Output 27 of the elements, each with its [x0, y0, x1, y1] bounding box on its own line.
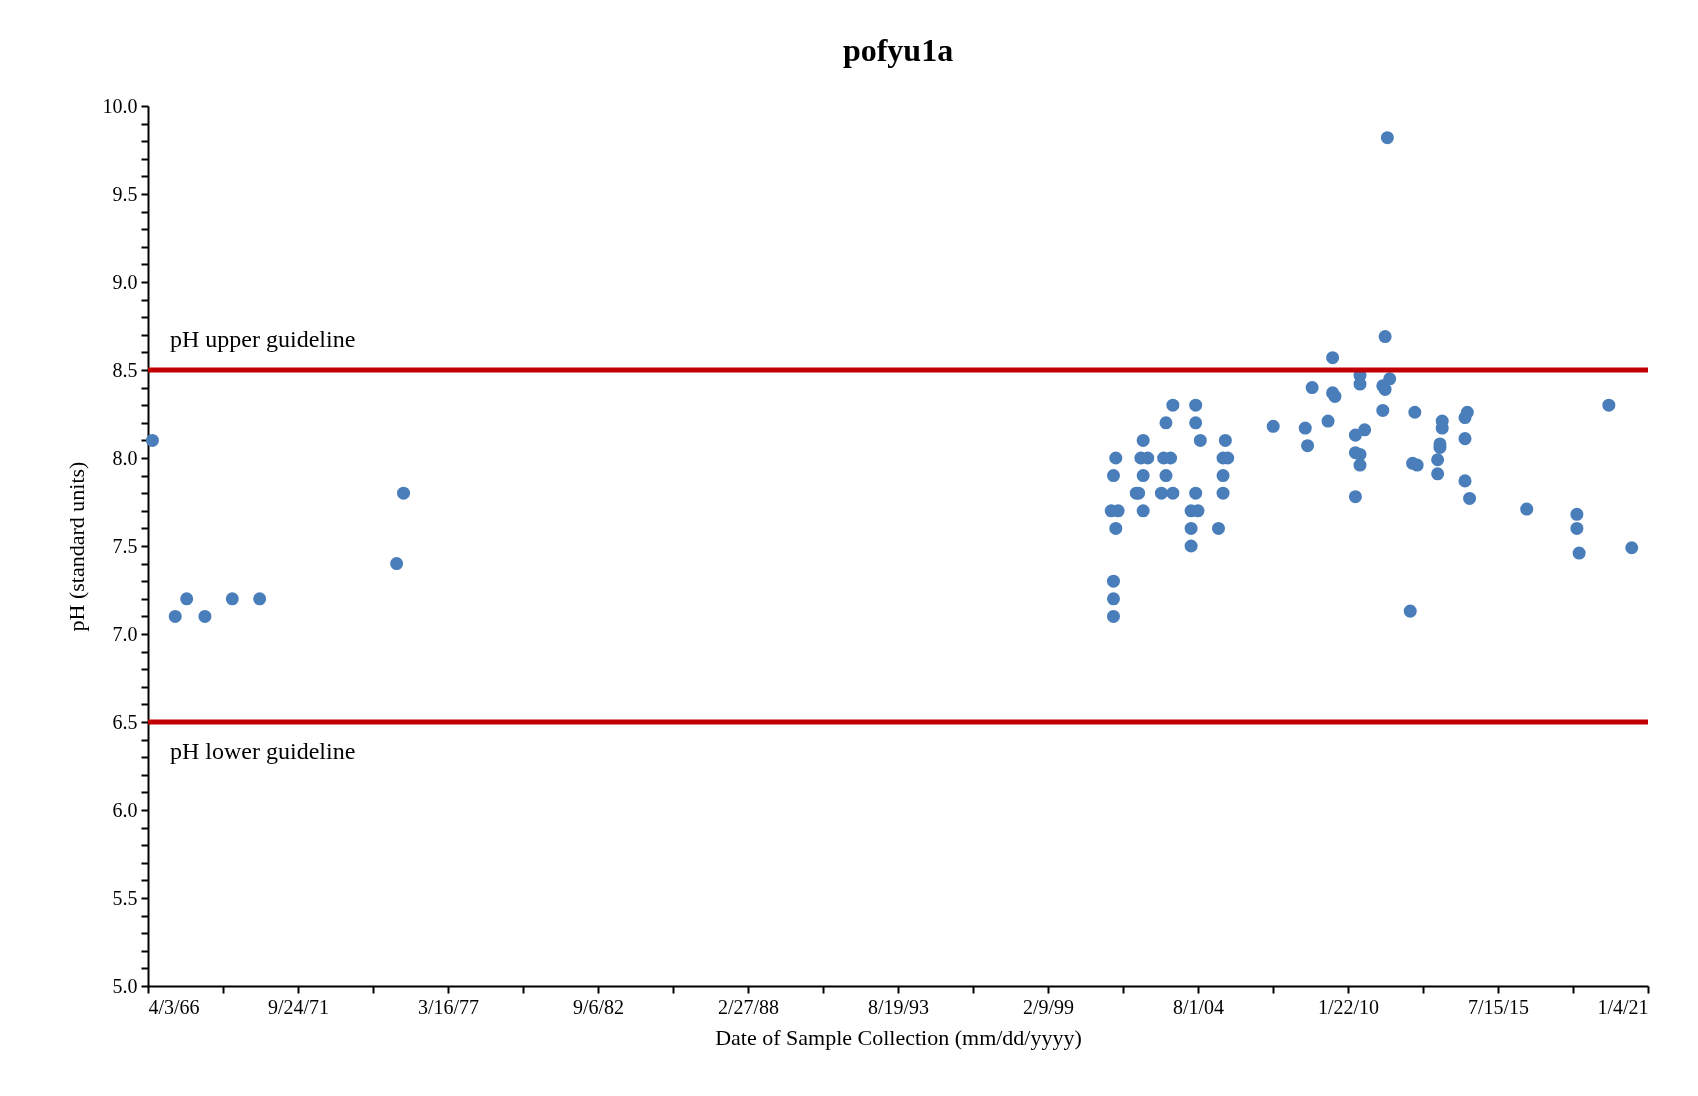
x-tick-label: 7/15/15	[1467, 995, 1530, 1018]
x-tick-label: 8/19/93	[867, 995, 930, 1018]
x-tick-label: 3/16/77	[417, 995, 480, 1018]
x-tick-label: 1/22/10	[1317, 995, 1380, 1018]
y-tick-label: 5.0	[112, 974, 138, 997]
y-tick-label: 5.5	[112, 886, 138, 909]
y-tick-label: 9.0	[112, 270, 138, 293]
y-tick-label: 7.0	[112, 622, 138, 645]
x-tick-label: 9/24/71	[267, 995, 330, 1018]
y-tick-label: 9.5	[112, 182, 138, 205]
x-tick-label: 2/9/99	[1022, 995, 1075, 1018]
y-tick-label: 7.5	[112, 534, 138, 557]
x-tick-label: 2/27/88	[717, 995, 780, 1018]
ref-line-label: pH upper guideline	[170, 326, 356, 352]
x-tick-label: 9/6/82	[572, 995, 625, 1018]
y-tick-label: 6.0	[112, 798, 138, 821]
y-tick-label: 10.0	[102, 94, 138, 117]
x-axis-title: Date of Sample Collection (mm/dd/yyyy)	[715, 1024, 1082, 1050]
y-tick-label: 8.0	[112, 446, 138, 469]
x-tick-label: 8/1/04	[1172, 995, 1225, 1018]
ref-line-label: pH lower guideline	[170, 738, 356, 764]
chart-title: pofyu1a	[842, 32, 954, 68]
y-tick-label: 6.5	[112, 710, 138, 733]
x-tick-label: 4/3/66	[148, 995, 200, 1018]
y-tick-label: 8.5	[112, 358, 138, 381]
x-tick-label: 1/4/21	[1597, 995, 1649, 1018]
y-axis-title: pH (standard units)	[63, 461, 89, 632]
